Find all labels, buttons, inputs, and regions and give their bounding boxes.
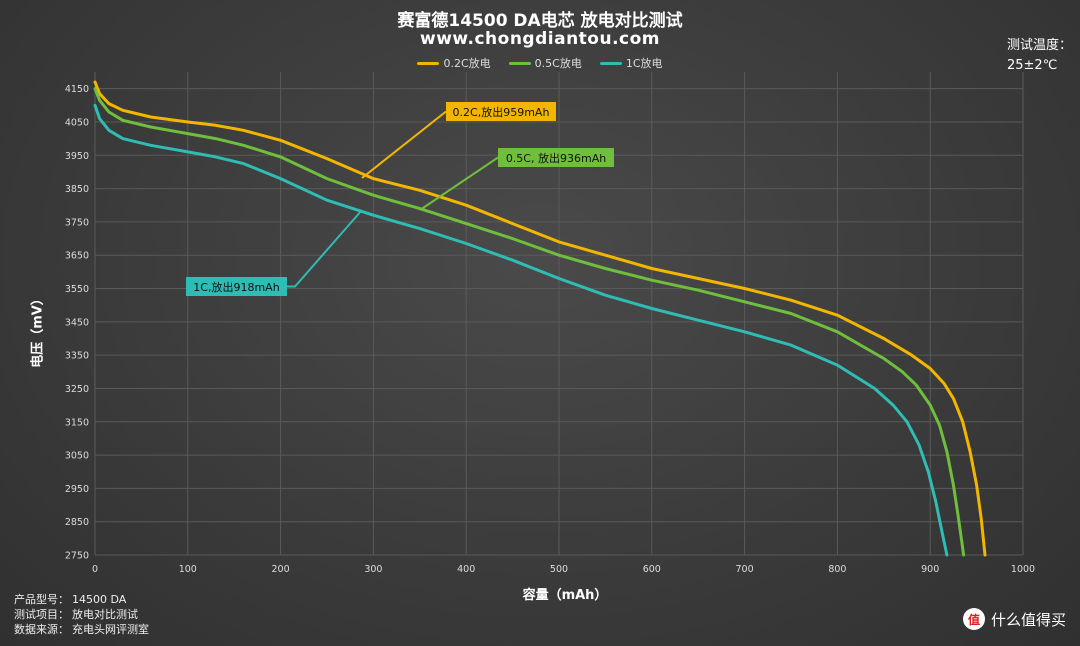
- y-tick-label: 3950: [65, 151, 89, 162]
- annotation-05c-box: [498, 148, 614, 167]
- annotation-1c-leader: [287, 209, 363, 288]
- footer-row-test: 测试项目： 放电对比测试: [14, 607, 149, 622]
- legend-swatch-05c: [508, 61, 531, 65]
- footer-key-model: 产品型号：: [14, 593, 69, 606]
- x-tick-label: 800: [828, 564, 846, 575]
- x-tick-label: 100: [179, 564, 197, 575]
- smzdm-logo-icon: 值: [962, 608, 985, 630]
- footer-info: 产品型号： 14500 DA 测试项目： 放电对比测试 数据来源： 充电头网评测室: [14, 592, 149, 637]
- y-tick-label: 3250: [65, 384, 89, 395]
- footer-key-source: 数据来源：: [14, 623, 69, 636]
- x-tick-label: 600: [643, 564, 661, 575]
- y-tick-label: 3750: [65, 217, 89, 228]
- annotation-1c-text: 1C,放出918mAh: [193, 280, 279, 294]
- annotation-02c-leader: [361, 110, 447, 179]
- series-line-05c: [93, 87, 966, 557]
- series-line-02c: [93, 80, 987, 557]
- annotation-1c-box: [186, 277, 287, 296]
- legend-swatch-1c: [599, 61, 622, 65]
- watermark-text: 什么值得买: [990, 610, 1066, 629]
- footer-value-model: 14500 DA: [72, 593, 127, 606]
- y-tick-label: 3650: [65, 251, 89, 262]
- y-tick-label: 3150: [65, 417, 89, 428]
- x-tick-label: 500: [550, 564, 568, 575]
- y-tick-label: 3350: [65, 351, 89, 362]
- y-tick-label: 3450: [65, 317, 89, 328]
- footer-row-source: 数据来源： 充电头网评测室: [14, 622, 149, 637]
- x-tick-label: 200: [272, 564, 290, 575]
- legend-item-02c: 0.2C放电: [417, 55, 491, 71]
- x-tick-label: 300: [364, 564, 382, 575]
- footer-row-model: 产品型号： 14500 DA: [14, 592, 149, 607]
- y-tick-label: 4150: [65, 84, 89, 95]
- x-tick-label: 0: [92, 564, 98, 575]
- temperature-info: 测试温度： 25±2℃: [1007, 36, 1072, 76]
- y-tick-label: 3050: [65, 451, 89, 462]
- y-tick-label: 2850: [65, 517, 89, 528]
- annotation-02c-text: 0.2C,放出959mAh: [453, 105, 550, 119]
- watermark: 值 什么值得买: [962, 608, 1066, 630]
- x-tick-label: 900: [921, 564, 939, 575]
- legend-label-02c: 0.2C放电: [443, 57, 491, 70]
- temperature-label: 测试温度：: [1006, 38, 1072, 53]
- chart-title: 赛富德14500 DA电芯 放电对比测试: [397, 11, 683, 31]
- series-line-1c: [93, 103, 949, 557]
- x-tick-label: 700: [736, 564, 754, 575]
- y-tick-label: 3850: [65, 184, 89, 195]
- y-tick-label: 2750: [65, 551, 89, 562]
- x-tick-label: 400: [457, 564, 475, 575]
- annotation-05c-text: 0.5C, 放出936mAh: [506, 151, 606, 165]
- footer-value-source: 充电头网评测室: [72, 623, 149, 636]
- footer-value-test: 放电对比测试: [72, 608, 138, 621]
- chart-subtitle: www.chongdiantou.com: [419, 29, 661, 49]
- legend-label-05c: 0.5C放电: [534, 57, 582, 70]
- x-tick-label: 1000: [1011, 564, 1035, 575]
- y-tick-label: 2950: [65, 484, 89, 495]
- y-tick-label: 3550: [65, 284, 89, 295]
- x-axis-label: 容量（mAh）: [522, 588, 608, 603]
- y-tick-label: 4050: [65, 117, 89, 128]
- temperature-value: 25±2℃: [1006, 58, 1058, 73]
- footer-key-test: 测试项目：: [14, 608, 69, 621]
- legend-item-05c: 0.5C放电: [508, 55, 582, 71]
- legend: 0.2C放电 0.5C放电 1C放电: [0, 55, 1080, 71]
- annotation-02c-box: [446, 102, 556, 121]
- legend-swatch-02c: [417, 61, 440, 65]
- annotation-05c-leader: [419, 156, 499, 211]
- legend-item-1c: 1C放电: [599, 55, 663, 71]
- legend-label-1c: 1C放电: [625, 57, 663, 70]
